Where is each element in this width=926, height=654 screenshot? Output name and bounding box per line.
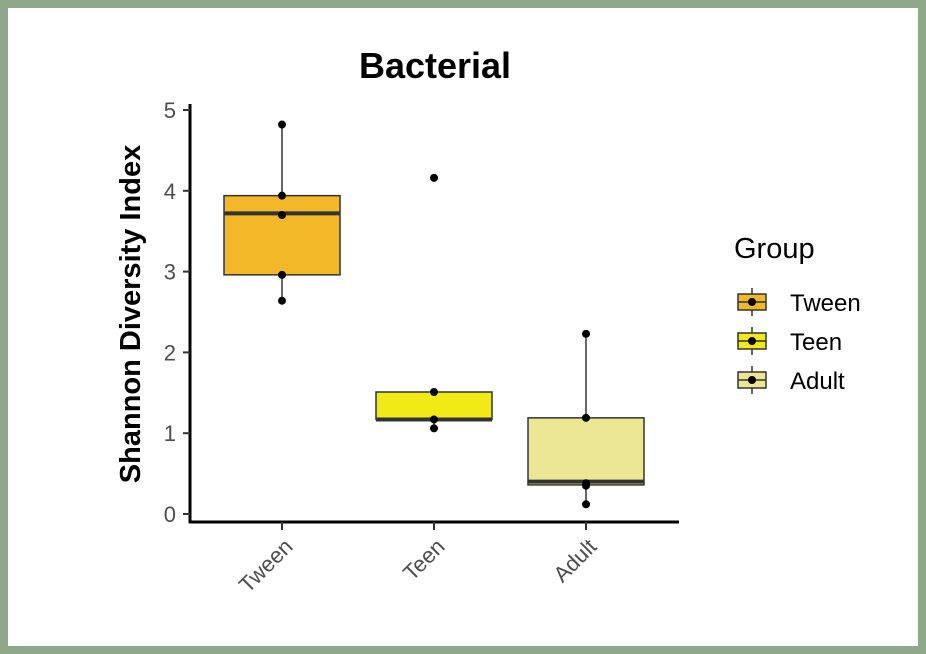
data-point	[278, 211, 286, 220]
data-point	[430, 387, 438, 396]
y-tick-label: 4	[164, 179, 176, 204]
y-tick-label: 3	[164, 260, 176, 285]
y-tick-label: 1	[164, 421, 176, 446]
box-adult	[527, 417, 645, 486]
chart-frame: Bacterial Shannon Diversity Index 0 1 2 3 4 5…	[8, 8, 918, 646]
legend-label: Teen	[790, 329, 842, 356]
box-teen	[375, 391, 493, 421]
y-axis-label: Shannon Diversity Index	[115, 145, 147, 483]
legend-title: Group	[734, 233, 815, 265]
legend-point	[748, 298, 756, 306]
legend-label: Tween	[790, 290, 861, 317]
legend-point	[748, 376, 756, 384]
data-point	[430, 415, 438, 424]
x-tick-label: Tween	[234, 534, 298, 598]
data-point	[582, 329, 590, 338]
data-point	[278, 120, 286, 129]
data-point	[582, 481, 590, 490]
x-tick-label: Adult	[548, 534, 601, 587]
box-tween	[223, 194, 341, 276]
data-point	[430, 424, 438, 433]
data-point	[582, 413, 590, 422]
chart-title: Bacterial	[359, 45, 511, 86]
y-tick-label: 0	[164, 502, 176, 527]
y-tick-label: 2	[164, 340, 176, 365]
box-plot: Bacterial Shannon Diversity Index 0 1 2 3 4 5…	[115, 45, 861, 598]
y-tick-label: 5	[164, 98, 176, 123]
legend-point	[748, 337, 756, 345]
legend-label: Adult	[790, 368, 845, 395]
data-point	[582, 500, 590, 509]
data-point	[278, 270, 286, 279]
data-point	[278, 296, 286, 305]
x-tick-label: Teen	[398, 534, 449, 585]
data-point	[278, 191, 286, 200]
data-point	[430, 173, 438, 182]
